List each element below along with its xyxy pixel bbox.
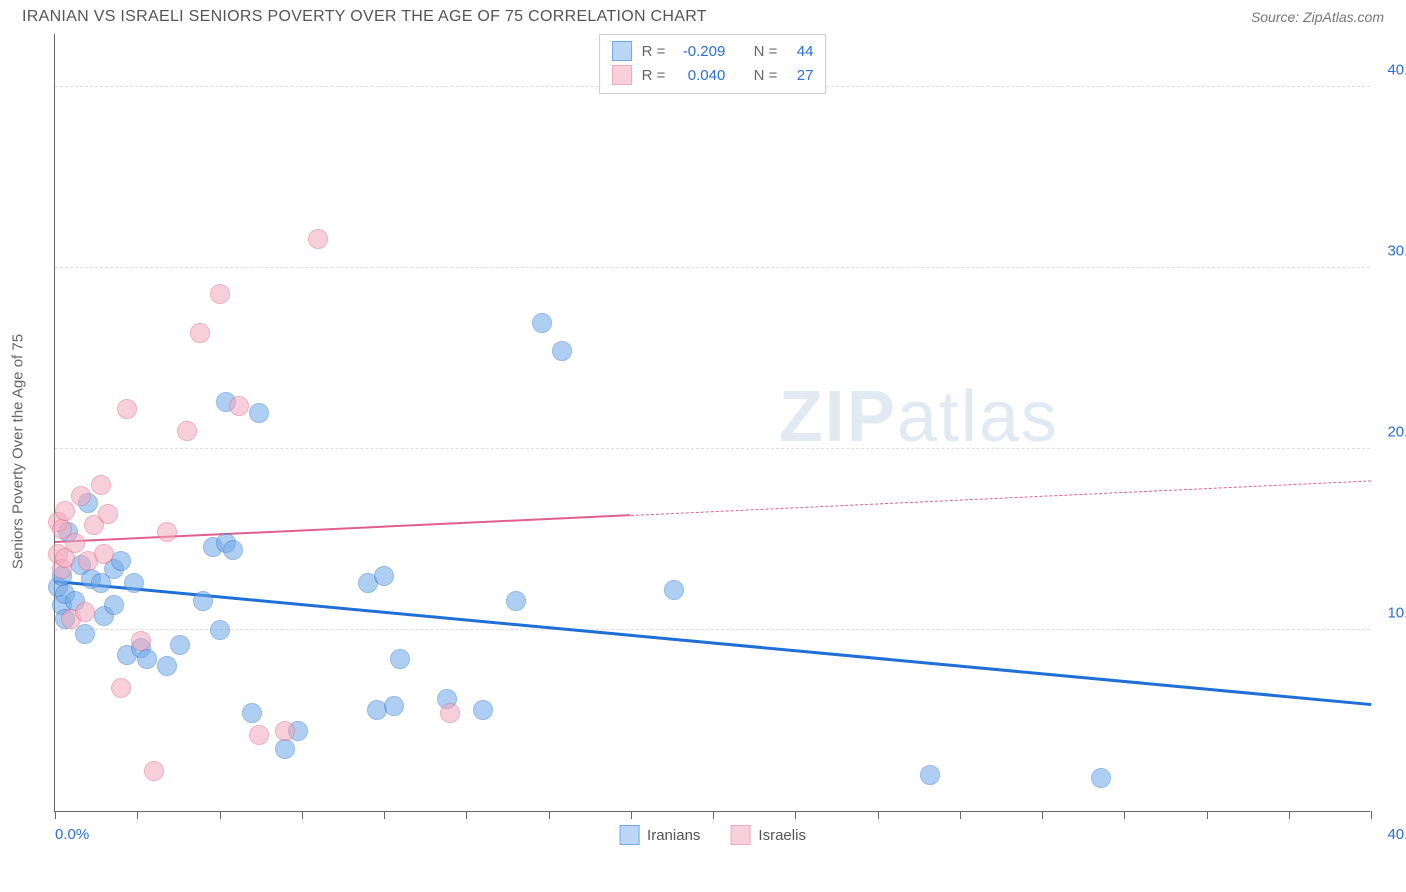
data-point <box>275 739 295 759</box>
x-tick <box>466 811 467 819</box>
x-tick <box>713 811 714 819</box>
legend-r-label: R = <box>642 67 666 84</box>
x-tick <box>795 811 796 819</box>
legend-swatch <box>619 825 639 845</box>
data-point <box>193 591 213 611</box>
data-point <box>94 544 114 564</box>
trend-line <box>631 481 1371 517</box>
source-name: ZipAtlas.com <box>1303 9 1384 25</box>
x-tick <box>1124 811 1125 819</box>
data-point <box>473 700 493 720</box>
x-tick <box>1207 811 1208 819</box>
data-point <box>137 649 157 669</box>
data-point <box>210 284 230 304</box>
data-point <box>177 421 197 441</box>
data-point <box>440 703 460 723</box>
data-point <box>131 631 151 651</box>
data-point <box>249 725 269 745</box>
data-point <box>111 678 131 698</box>
x-tick <box>1371 811 1372 819</box>
x-tick-label: 40.0% <box>1387 826 1406 843</box>
x-tick <box>1289 811 1290 819</box>
data-point <box>144 761 164 781</box>
series-legend-label: Israelis <box>758 827 806 844</box>
data-point <box>190 323 210 343</box>
data-point <box>170 635 190 655</box>
data-point <box>308 229 328 249</box>
data-point <box>920 765 940 785</box>
data-point <box>664 580 684 600</box>
legend-n-label: N = <box>754 67 778 84</box>
series-legend: Iranians Israelis <box>619 825 806 845</box>
data-point <box>117 399 137 419</box>
x-tick <box>1042 811 1043 819</box>
data-point <box>91 475 111 495</box>
data-point <box>55 501 75 521</box>
data-point <box>71 486 91 506</box>
y-tick-label: 10.0% <box>1387 605 1406 622</box>
data-point <box>104 595 124 615</box>
legend-r-value: -0.209 <box>675 43 725 60</box>
legend-n-label: N = <box>754 43 778 60</box>
data-point <box>75 602 95 622</box>
chart-header: IRANIAN VS ISRAELI SENIORS POVERTY OVER … <box>0 0 1406 30</box>
x-tick <box>549 811 550 819</box>
legend-swatch <box>612 41 632 61</box>
legend-n-value: 44 <box>787 43 813 60</box>
chart-title: IRANIAN VS ISRAELI SENIORS POVERTY OVER … <box>22 8 707 26</box>
x-tick <box>878 811 879 819</box>
x-tick <box>220 811 221 819</box>
chart-area: Seniors Poverty Over the Age of 75 10.0%… <box>22 34 1384 852</box>
x-tick <box>137 811 138 819</box>
data-point <box>374 566 394 586</box>
chart-source: Source: ZipAtlas.com <box>1251 9 1384 25</box>
x-tick <box>55 811 56 819</box>
data-point <box>506 591 526 611</box>
trend-line <box>55 580 1371 706</box>
gridline <box>55 448 1370 449</box>
legend-row: R = -0.209 N = 44 <box>612 39 814 63</box>
legend-n-value: 27 <box>787 67 813 84</box>
legend-swatch <box>612 65 632 85</box>
data-point <box>124 573 144 593</box>
legend-row: R = 0.040 N = 27 <box>612 63 814 87</box>
plot-region: 10.0%20.0%30.0%40.0%0.0%40.0%ZIPatlasR =… <box>54 34 1370 812</box>
x-tick <box>960 811 961 819</box>
y-tick-label: 40.0% <box>1387 62 1406 79</box>
x-tick-label: 0.0% <box>55 826 89 843</box>
gridline <box>55 267 1370 268</box>
y-axis-label: Seniors Poverty Over the Age of 75 <box>10 334 27 569</box>
data-point <box>552 341 572 361</box>
data-point <box>384 696 404 716</box>
series-legend-label: Iranians <box>647 827 700 844</box>
data-point <box>242 703 262 723</box>
legend-r-label: R = <box>642 43 666 60</box>
x-tick <box>631 811 632 819</box>
x-tick <box>384 811 385 819</box>
y-tick-label: 20.0% <box>1387 424 1406 441</box>
data-point <box>210 620 230 640</box>
gridline <box>55 629 1370 630</box>
data-point <box>65 533 85 553</box>
data-point <box>390 649 410 669</box>
data-point <box>249 403 269 423</box>
data-point <box>98 504 118 524</box>
series-legend-item: Israelis <box>730 825 806 845</box>
data-point <box>157 656 177 676</box>
correlation-legend: R = -0.209 N = 44 R = 0.040 N = 27 <box>599 34 827 94</box>
data-point <box>532 313 552 333</box>
data-point <box>275 721 295 741</box>
watermark: ZIPatlas <box>779 376 1059 458</box>
data-point <box>229 396 249 416</box>
y-tick-label: 30.0% <box>1387 243 1406 260</box>
data-point <box>223 540 243 560</box>
data-point <box>1091 768 1111 788</box>
series-legend-item: Iranians <box>619 825 700 845</box>
legend-swatch <box>730 825 750 845</box>
legend-r-value: 0.040 <box>675 67 725 84</box>
trend-line <box>55 514 631 543</box>
source-prefix: Source: <box>1251 9 1303 25</box>
x-tick <box>302 811 303 819</box>
data-point <box>157 522 177 542</box>
